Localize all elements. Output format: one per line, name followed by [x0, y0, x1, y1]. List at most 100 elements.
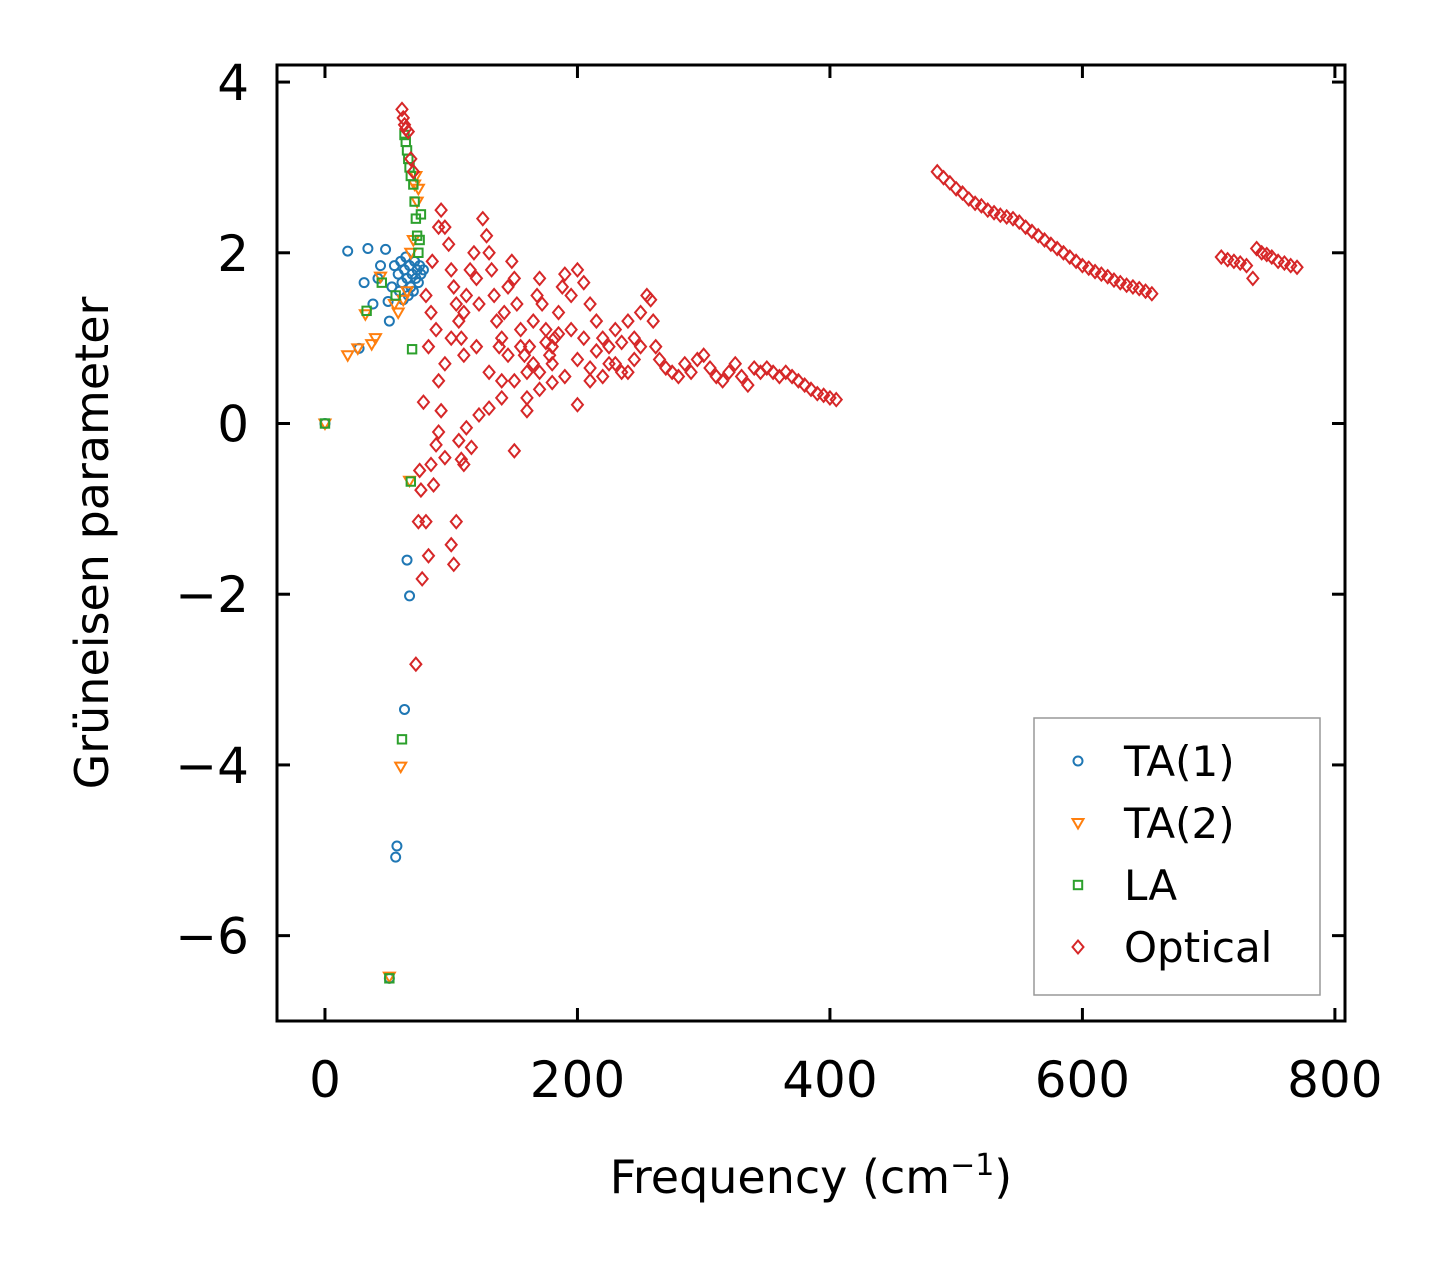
data-point-optical	[419, 513, 433, 530]
data-point-optical	[451, 432, 466, 449]
data-point-optical	[464, 439, 479, 456]
data-point-optical	[602, 338, 616, 355]
data-point-optical	[1056, 244, 1071, 261]
data-point-optical	[1031, 227, 1046, 244]
data-point-optical	[545, 355, 560, 372]
data-point-optical	[570, 396, 585, 413]
data-point-optical	[797, 377, 812, 394]
data-point-optical	[747, 359, 762, 377]
data-point-optical	[414, 482, 428, 499]
data-point-optical	[434, 402, 448, 419]
data-point-optical	[446, 278, 461, 295]
data-point-optical	[791, 372, 806, 389]
data-point-optical	[709, 368, 724, 385]
data-point-ta-1	[404, 590, 416, 602]
data-point-optical	[501, 278, 515, 295]
legend-label-ta-1: TA(1)	[1123, 737, 1235, 786]
y-axis-label: Grüneisen parameter	[65, 296, 119, 789]
data-point-optical	[482, 364, 496, 381]
legend-marker-la	[1072, 879, 1084, 891]
data-point-optical	[404, 150, 418, 167]
data-point-optical	[614, 364, 629, 381]
data-point-ta-1	[375, 260, 387, 272]
data-point-optical	[489, 313, 504, 330]
legend-marker-ta-2	[1070, 818, 1086, 831]
data-point-optical	[532, 364, 547, 381]
data-point-optical	[1239, 257, 1254, 274]
data-point-optical	[576, 330, 591, 347]
data-point-ta-2	[364, 339, 379, 352]
data-point-optical	[734, 368, 749, 385]
data-point-optical	[472, 295, 486, 313]
data-point-optical	[438, 219, 452, 236]
data-point-optical	[454, 330, 469, 347]
data-point-optical	[703, 359, 717, 377]
data-point-ta-1	[367, 298, 379, 310]
plot-frame	[275, 63, 1347, 1023]
data-point-optical	[467, 244, 481, 261]
data-point-la	[390, 290, 401, 301]
data-point-optical	[551, 304, 566, 321]
data-point-la	[361, 305, 372, 317]
data-point-optical	[778, 364, 793, 381]
data-point-ta-1	[362, 243, 374, 255]
data-point-optical	[444, 330, 459, 347]
data-point-optical	[457, 347, 471, 364]
data-point-optical	[532, 270, 547, 287]
data-point-ta-1	[399, 703, 411, 715]
y-tick-label: 4	[217, 54, 249, 112]
data-point-optical	[1050, 240, 1064, 257]
x-axis-label: Frequency (cm−1)	[610, 1148, 1013, 1204]
data-point-optical	[595, 368, 610, 385]
data-point-optical	[482, 244, 496, 261]
data-point-optical	[431, 423, 446, 441]
data-point-optical	[829, 391, 844, 408]
axis-ticks	[277, 65, 1345, 1021]
data-point-optical	[479, 227, 494, 244]
data-point-optical	[438, 355, 452, 372]
data-point-ta-1	[380, 243, 392, 255]
data-point-optical	[431, 372, 446, 389]
data-point-optical	[415, 570, 429, 587]
data-point-optical	[570, 261, 585, 278]
data-point-optical	[526, 355, 541, 372]
data-point-optical	[1264, 249, 1279, 266]
x-tick-label: 600	[1035, 1051, 1130, 1109]
legend-marker-ta-1	[1072, 755, 1084, 767]
data-point-optical	[1025, 223, 1039, 240]
data-point-optical	[507, 442, 522, 459]
data-point-optical	[1018, 219, 1033, 236]
data-point-la	[376, 277, 387, 288]
data-point-optical	[469, 338, 484, 355]
data-point-optical	[621, 313, 635, 330]
data-point-optical	[504, 253, 519, 270]
data-point-optical	[1006, 210, 1020, 227]
data-point-ta-2	[340, 350, 355, 363]
x-tick-label: 800	[1287, 1051, 1382, 1109]
data-point-optical	[558, 368, 572, 385]
data-point-ta-1	[358, 277, 370, 289]
data-point-optical	[497, 304, 512, 321]
data-point-optical	[421, 547, 436, 564]
data-point-optical	[760, 359, 774, 377]
data-point-optical	[425, 253, 440, 270]
data-point-la	[414, 234, 425, 246]
x-tick-label: 0	[309, 1051, 341, 1109]
data-point-optical	[659, 359, 673, 377]
data-point-optical	[1012, 214, 1027, 231]
data-point-optical	[1044, 236, 1058, 253]
data-point-optical	[633, 304, 648, 321]
data-point-optical	[429, 436, 443, 453]
data-point-optical	[1100, 268, 1115, 285]
data-point-optical	[1062, 249, 1077, 266]
data-point-ta-1	[391, 840, 403, 852]
data-point-optical	[446, 556, 461, 573]
data-point-optical	[526, 313, 541, 330]
data-point-optical	[766, 364, 780, 381]
data-point-optical	[583, 295, 597, 313]
data-point-optical	[785, 368, 799, 385]
series-optical	[395, 101, 1304, 673]
y-tick-label: −6	[175, 908, 249, 966]
data-point-optical	[570, 351, 585, 368]
